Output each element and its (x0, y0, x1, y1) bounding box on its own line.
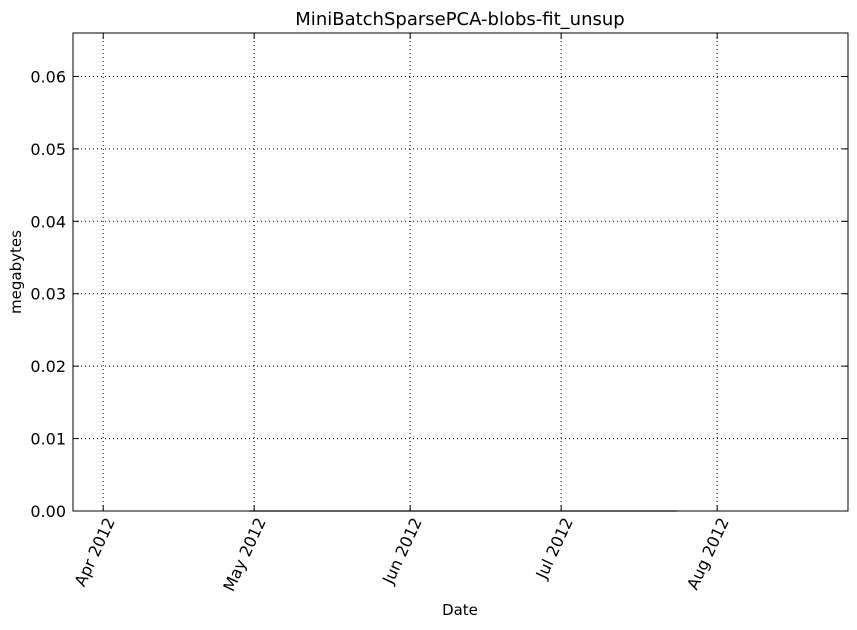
x-tick-labels: Apr 2012 May 2012 Jun 2012 Jul 2012 Aug 2012 (71, 515, 733, 595)
plot-area-frame (72, 32, 849, 512)
chart-title: MiniBatchSparsePCA-blobs-fit_unsup (295, 9, 624, 30)
grid-lines (73, 33, 848, 511)
x-tick-label: May 2012 (219, 515, 270, 595)
y-tick-label: 0.00 (30, 502, 66, 521)
x-tick-label: Jun 2012 (378, 515, 426, 588)
x-tick-label: Aug 2012 (683, 515, 733, 593)
y-tick-label: 0.06 (30, 67, 66, 86)
y-tick-label: 0.03 (30, 285, 66, 304)
y-tick-label: 0.04 (30, 212, 66, 231)
tick-marks (73, 33, 848, 512)
y-tick-label: 0.05 (30, 140, 66, 159)
x-axis-label: Date (442, 601, 478, 619)
x-tick-label: Jul 2012 (532, 515, 577, 583)
y-tick-labels: 0.00 0.01 0.02 0.03 0.04 0.05 0.06 (30, 67, 66, 521)
y-axis-label: megabytes (7, 230, 25, 314)
y-tick-label: 0.01 (30, 430, 66, 449)
y-tick-label: 0.02 (30, 357, 66, 376)
x-tick-label: Apr 2012 (71, 515, 119, 590)
